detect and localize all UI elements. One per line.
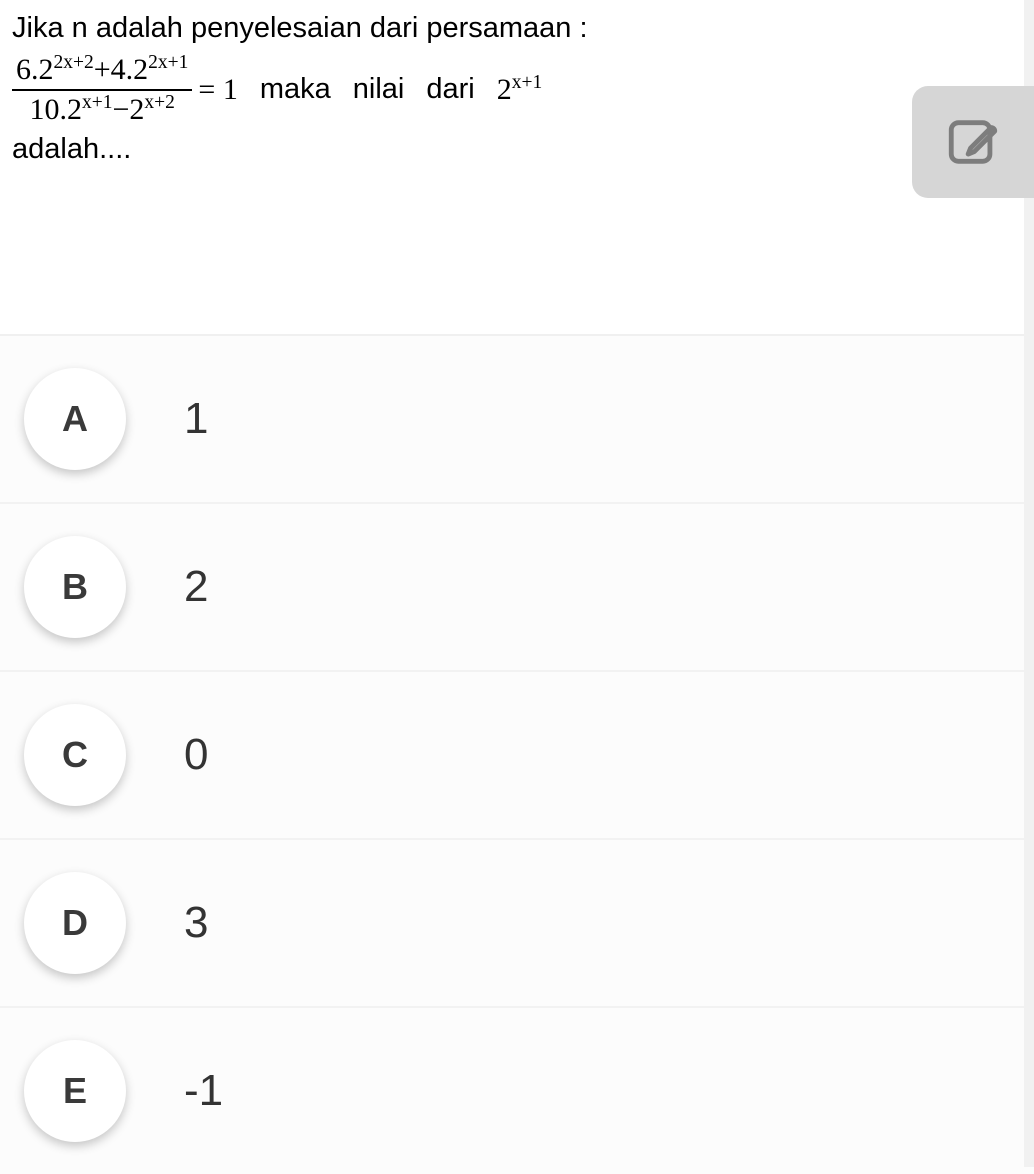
word-nilai: nilai (353, 73, 405, 106)
option-row-c[interactable]: C 0 (0, 672, 1034, 840)
option-row-a[interactable]: A 1 (0, 336, 1034, 504)
word-dari: dari (426, 73, 474, 106)
option-row-e[interactable]: E -1 (0, 1008, 1034, 1174)
edit-icon (944, 113, 1002, 171)
option-bubble: D (24, 872, 126, 974)
option-row-b[interactable]: B 2 (0, 504, 1034, 672)
math-equation: 6.22x+2+4.22x+1 10.2x+1−2x+2 = 1 maka ni… (12, 53, 1022, 127)
fraction-numerator: 6.22x+2+4.22x+1 (12, 53, 192, 89)
question-intro: Jika n adalah penyelesaian dari persamaa… (12, 8, 1022, 49)
question-tail: adalah.... (12, 133, 1022, 166)
option-value: 2 (184, 562, 208, 612)
option-value: 3 (184, 898, 208, 948)
equals-text: = 1 (198, 73, 237, 107)
option-bubble: C (24, 704, 126, 806)
fraction: 6.22x+2+4.22x+1 10.2x+1−2x+2 (12, 53, 192, 127)
edit-button[interactable] (912, 86, 1034, 198)
expression: 2x+1 (497, 73, 543, 107)
option-value: 0 (184, 730, 208, 780)
option-row-d[interactable]: D 3 (0, 840, 1034, 1008)
option-value: 1 (184, 394, 208, 444)
options-area: A 1 B 2 C 0 D 3 E -1 (0, 334, 1034, 1174)
fraction-denominator: 10.2x+1−2x+2 (26, 91, 179, 127)
question-area: Jika n adalah penyelesaian dari persamaa… (0, 0, 1034, 166)
option-bubble: E (24, 1040, 126, 1142)
word-maka: maka (260, 73, 331, 106)
option-bubble: B (24, 536, 126, 638)
option-value: -1 (184, 1066, 223, 1116)
option-bubble: A (24, 368, 126, 470)
